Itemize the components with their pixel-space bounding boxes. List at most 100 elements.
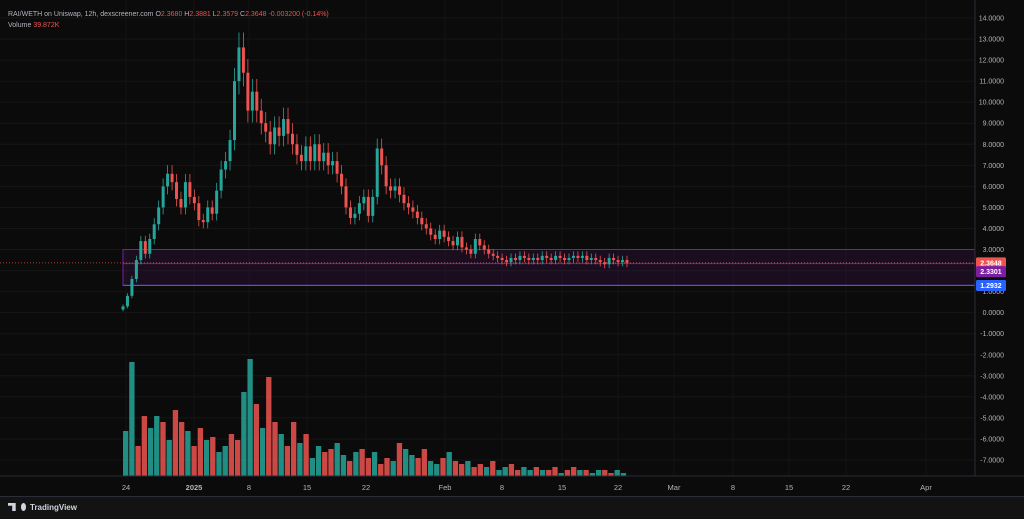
candle-body <box>371 196 375 216</box>
open-value: 2.3680 <box>160 11 183 18</box>
candle-body <box>612 257 616 261</box>
candle-body <box>139 241 143 261</box>
volume-bar <box>179 422 185 476</box>
candle-body <box>130 278 134 296</box>
volume-bar <box>284 446 291 476</box>
candle-body <box>438 230 442 239</box>
volume-bar <box>210 437 216 476</box>
volume-bar <box>272 422 278 476</box>
volume-bar <box>396 443 403 476</box>
volume-bar <box>390 461 396 476</box>
time-axis[interactable]: 24 2025 8 15 22 Feb 8 15 22 Mar 8 15 22 Apr <box>0 475 1024 492</box>
candle-body <box>322 152 326 162</box>
time-tick-label: 15 <box>558 483 566 492</box>
candle-body <box>277 127 281 136</box>
volume-bar <box>172 410 179 476</box>
candle-body <box>331 161 335 166</box>
volume-bar <box>465 461 471 476</box>
volume-bar <box>583 470 589 476</box>
candle-body <box>491 253 495 256</box>
close-label: C <box>240 11 246 18</box>
candle-body <box>411 207 415 212</box>
price-tick-label: 14.0000 <box>979 16 1004 23</box>
volume-bar <box>291 422 297 476</box>
price-tick-label: 11.0000 <box>979 79 1004 86</box>
time-tick-label: Mar <box>668 483 681 492</box>
tradingview-logo[interactable]: TradingView <box>8 503 77 512</box>
candle-body <box>250 91 254 111</box>
volume-bar <box>620 473 627 476</box>
price-tag-bg <box>976 279 1006 291</box>
volume-bar <box>571 467 577 476</box>
volume-bar <box>154 416 160 476</box>
volume-bar <box>378 464 384 476</box>
price-tick-label: 9.0000 <box>983 121 1005 128</box>
tradingview-logo-icon <box>8 503 16 511</box>
volume-bar <box>384 458 390 476</box>
volume-bar <box>595 470 602 476</box>
volume-bar <box>527 470 533 476</box>
candle-body <box>442 230 446 237</box>
candle-body <box>576 255 580 258</box>
pair-title[interactable]: RAI/WETH on Uniswap, 12h, dexscreener.co… <box>8 11 154 18</box>
volume-bar <box>228 434 235 476</box>
volume-bar <box>521 467 527 476</box>
candle-body <box>121 306 125 310</box>
time-tick-label: 8 <box>731 483 735 492</box>
candle-body <box>224 161 228 170</box>
candle-body <box>567 257 571 261</box>
volume-bar <box>365 458 371 476</box>
candle-body <box>540 255 544 261</box>
volume-bar <box>546 470 552 476</box>
volume-bar <box>185 431 191 476</box>
candle-body <box>571 255 575 258</box>
volume-bar <box>191 446 197 476</box>
candle-body <box>340 173 344 187</box>
volume-bar <box>259 428 266 476</box>
candle-body <box>607 257 611 265</box>
close-value: 2.3648 <box>245 11 267 18</box>
low-value: 2.3579 <box>216 11 239 18</box>
volume-bar <box>564 470 571 476</box>
price-chart[interactable]: 14.0000 13.0000 12.0000 11.0000 10.0000 9.000… <box>0 0 1024 496</box>
price-tag-text: 2.3648 <box>980 260 1002 267</box>
candle-body <box>464 247 468 250</box>
candle-body <box>264 123 268 132</box>
volume-bar <box>235 440 241 476</box>
candle-body <box>295 144 299 155</box>
candle-body <box>545 255 549 258</box>
candle-body <box>420 217 424 225</box>
candle-body <box>513 257 517 261</box>
volume-bar <box>222 446 228 476</box>
zone-box <box>122 249 976 286</box>
volume-bar <box>490 461 496 476</box>
candle-body <box>268 131 272 145</box>
price-tick-label: 7.0000 <box>983 163 1005 170</box>
volume-bar <box>160 422 166 476</box>
candle-body <box>393 186 397 191</box>
volume-bar <box>197 428 203 476</box>
candle-body <box>500 257 504 261</box>
candle-body <box>616 260 620 263</box>
time-tick-label: 22 <box>362 483 370 492</box>
volume-bar <box>459 464 465 476</box>
candle-body <box>522 255 526 258</box>
candle-body <box>603 262 607 265</box>
volume-bar <box>247 359 253 476</box>
price-tick-label: -1.0000 <box>980 331 1004 338</box>
candle-body <box>143 241 147 254</box>
volume-bar <box>315 446 322 476</box>
candle-body <box>536 257 540 261</box>
candle-body <box>308 146 312 162</box>
volume-bar <box>608 473 614 476</box>
candle-body <box>380 148 384 166</box>
candle-body <box>188 182 192 197</box>
candle-body <box>482 245 486 250</box>
volume-bars <box>123 359 627 476</box>
candle-body <box>549 257 553 261</box>
candle-body <box>304 146 308 162</box>
change-value: -0.003200 (-0.14%) <box>268 11 329 18</box>
price-axis[interactable]: 14.0000 13.0000 12.0000 11.0000 10.0000 9.000… <box>974 0 1005 476</box>
volume-bar <box>129 362 135 476</box>
volume-bar <box>508 464 515 476</box>
